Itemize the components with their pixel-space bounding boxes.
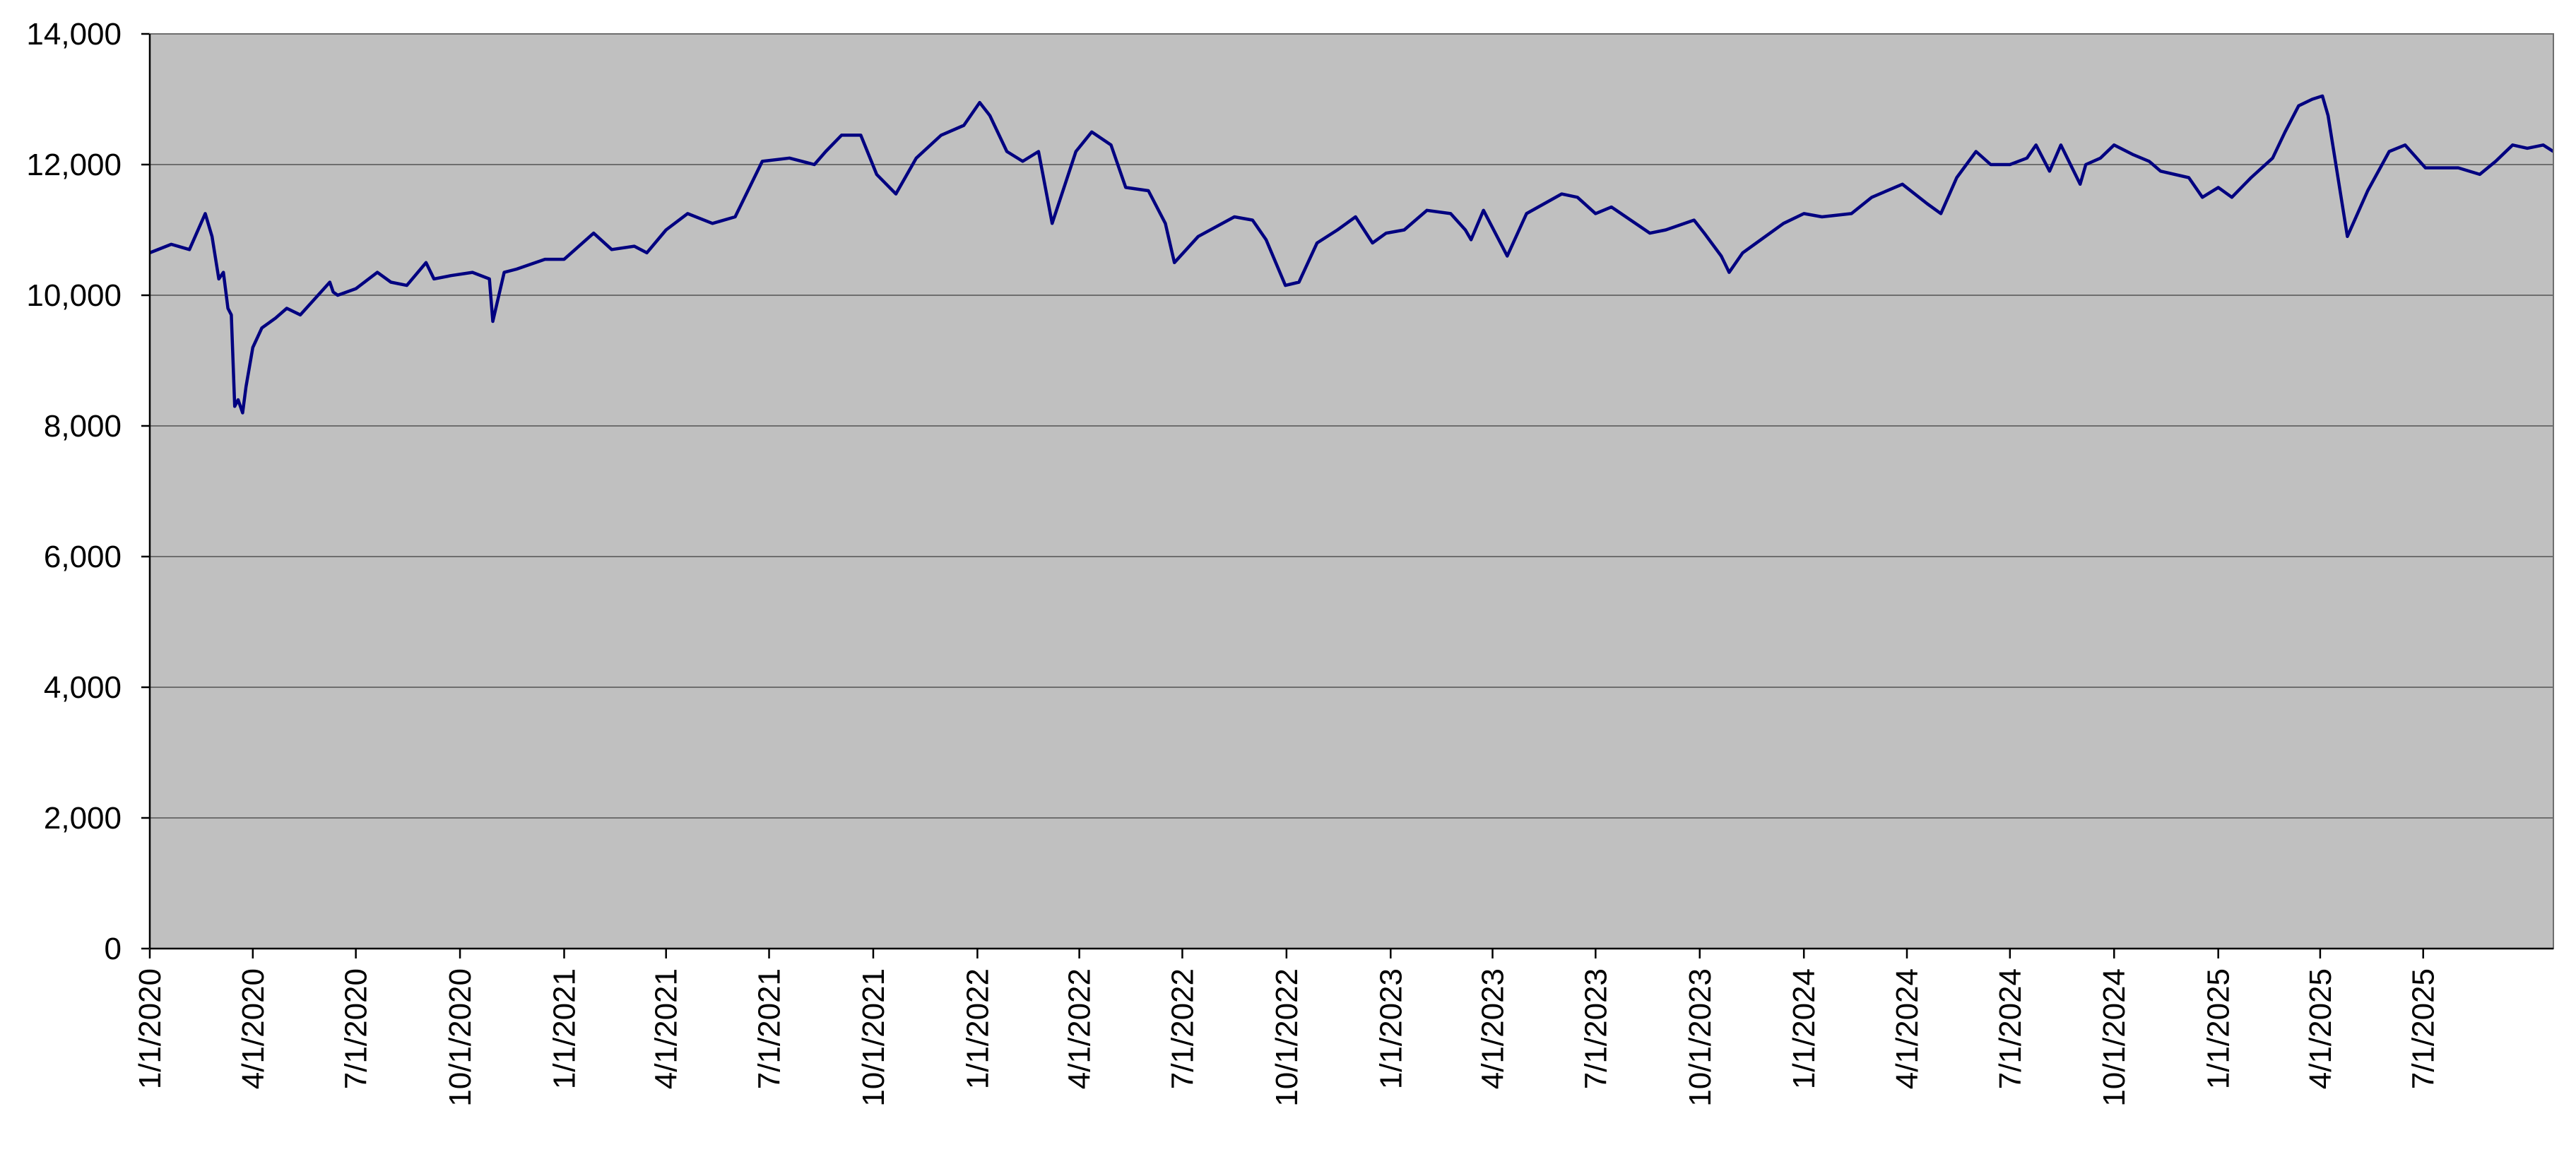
series-line	[149, 94, 2555, 415]
x-axis-ticks: 1/1/2020 4/1/2020 7/1/2020 10/1/2020 1/1/202…	[133, 949, 2441, 1107]
x-tick-label: 4/1/2025	[2303, 968, 2338, 1089]
x-tick-label: 4/1/2021	[649, 968, 684, 1089]
x-tick-label: 7/1/2025	[2406, 968, 2441, 1089]
x-tick-label: 7/1/2022	[1165, 968, 1200, 1089]
x-tick-label: 1/1/2020	[133, 968, 167, 1089]
x-tick-label: 1/1/2025	[2202, 968, 2236, 1089]
y-tick-label: 6,000	[44, 540, 122, 574]
y-tick-label: 12,000	[26, 148, 122, 182]
y-tick-label: 14,000	[26, 17, 122, 52]
y-tick-label: 4,000	[44, 670, 122, 705]
x-tick-label: 1/1/2021	[547, 968, 581, 1089]
x-tick-label: 4/1/2022	[1063, 968, 1097, 1089]
x-tick-label: 10/1/2020	[443, 968, 478, 1107]
y-tick-label: 0	[105, 932, 122, 966]
x-tick-label: 4/1/2020	[236, 968, 271, 1089]
x-tick-label: 10/1/2023	[1683, 968, 1718, 1107]
x-tick-label: 1/1/2024	[1787, 968, 1821, 1089]
axes	[148, 33, 2554, 950]
x-tick-label: 7/1/2024	[1993, 968, 2028, 1089]
x-tick-label: 4/1/2024	[1890, 968, 1925, 1089]
x-tick-label: 4/1/2023	[1476, 968, 1511, 1089]
plot-area	[150, 34, 2553, 949]
x-tick-label: 7/1/2023	[1578, 968, 1613, 1089]
x-tick-label: 10/1/2024	[2097, 968, 2132, 1107]
y-tick-label: 8,000	[44, 409, 122, 444]
y-tick-label: 10,000	[26, 278, 122, 313]
x-tick-label: 1/1/2023	[1373, 968, 1408, 1089]
y-axis-ticks: 0 2,000 4,000 6,000 8,000 10,000 12,000 14,000	[26, 17, 150, 966]
x-tick-label: 7/1/2021	[752, 968, 787, 1089]
gridlines	[150, 164, 2553, 819]
y-tick-label: 2,000	[44, 801, 122, 836]
x-tick-label: 1/1/2022	[960, 968, 995, 1089]
x-tick-label: 10/1/2022	[1270, 968, 1304, 1107]
x-tick-label: 7/1/2020	[339, 968, 374, 1089]
x-tick-label: 10/1/2021	[856, 968, 891, 1107]
